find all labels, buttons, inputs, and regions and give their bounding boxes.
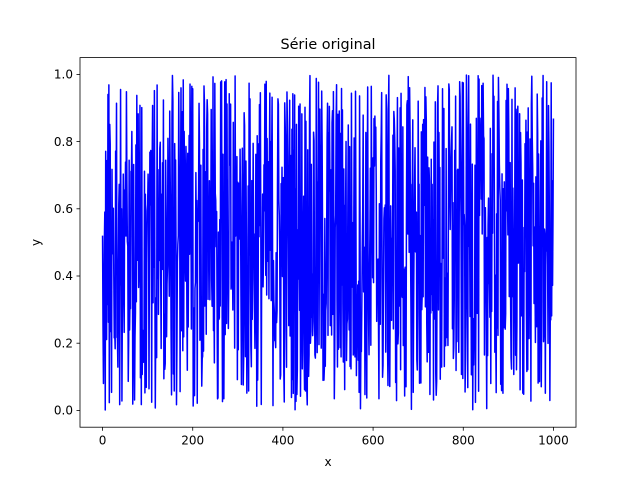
x-axis-ticks: 0 200 400 600 800 1000 <box>99 427 569 448</box>
y-tick-label: 0.2 <box>54 336 73 350</box>
x-axis-label: x <box>324 455 331 469</box>
plot-frame <box>79 57 577 428</box>
series-line <box>101 74 555 411</box>
y-axis-ticks: 0.0 0.2 0.4 0.6 0.8 1.0 <box>54 68 80 418</box>
chart-title: Série original <box>280 37 375 53</box>
y-tick-label: 0.0 <box>54 404 73 418</box>
y-tick-label: 0.6 <box>54 202 73 216</box>
x-tick-label: 1000 <box>538 434 569 448</box>
x-tick-label: 800 <box>452 434 475 448</box>
x-tick-label: 0 <box>99 434 107 448</box>
x-tick-label: 200 <box>181 434 204 448</box>
y-tick-label: 1.0 <box>54 68 73 82</box>
x-tick-label: 600 <box>362 434 385 448</box>
y-tick-label: 0.4 <box>54 269 73 283</box>
x-tick-label: 400 <box>271 434 294 448</box>
y-tick-label: 0.8 <box>54 135 73 149</box>
y-axis-label: y <box>29 239 43 246</box>
